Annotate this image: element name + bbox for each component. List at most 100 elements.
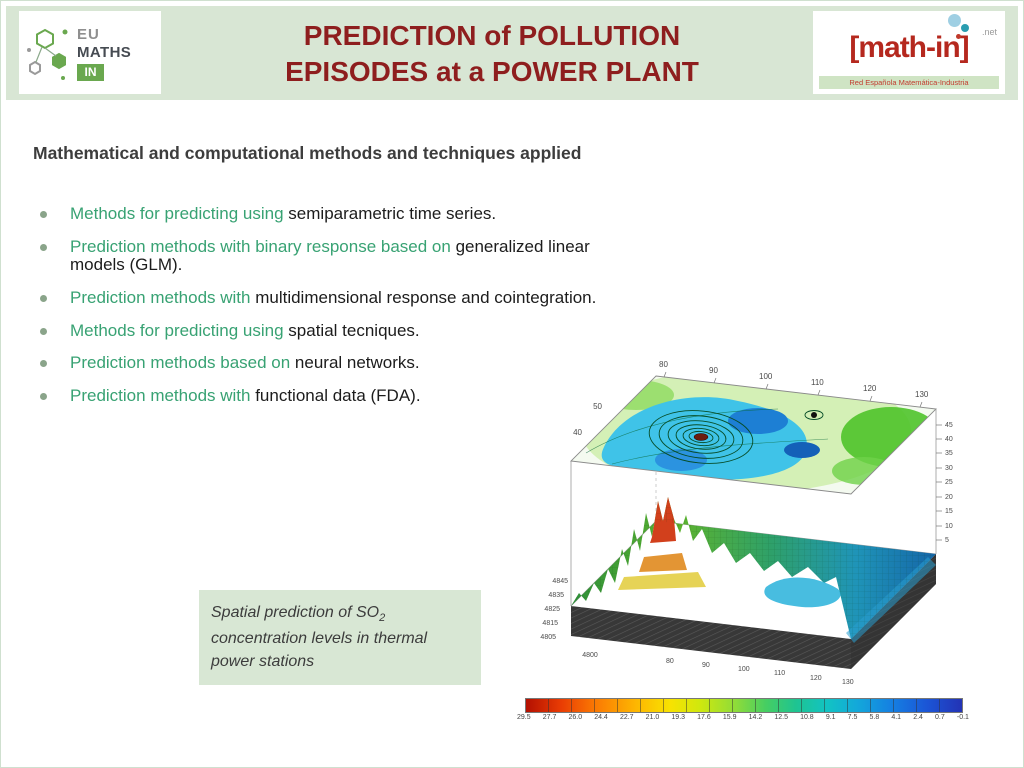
tick-label: 120 xyxy=(810,675,822,682)
tick-label: 40 xyxy=(573,428,582,437)
tick-label: 4825 xyxy=(544,606,560,613)
bullet-text-green: Prediction methods with binary response … xyxy=(70,236,456,256)
tick-label: 20 xyxy=(945,494,953,501)
bullet-icon xyxy=(40,211,47,218)
tick-label: 4835 xyxy=(548,592,564,599)
slide-title-line1: PREDICTION of POLLUTION xyxy=(303,20,681,51)
colorbar-tick: 22.7 xyxy=(619,714,634,721)
tick-label: 10 xyxy=(945,523,953,530)
bullet-text-black: spatial tecniques. xyxy=(288,320,420,340)
methods-list: Methods for predicting using semiparamet… xyxy=(37,204,612,420)
tick-label: 130 xyxy=(915,390,929,399)
header-banner: EU MATHS IN PREDICTION of POLLUTION EPIS… xyxy=(6,6,1018,100)
colorbar-tick: 4.1 xyxy=(891,714,902,721)
tick-label: 4845 xyxy=(552,578,568,585)
colorbar-tick: 29.5 xyxy=(517,714,531,721)
colorbar-tick: 9.1 xyxy=(825,714,836,721)
hexagon-network-icon xyxy=(27,28,68,80)
list-item: Prediction methods with binary response … xyxy=(37,236,612,275)
bullet-icon xyxy=(40,360,47,368)
colorbar-tick: 5.8 xyxy=(869,714,880,721)
so2-3d-plot: 80 90 100 110 120 130 50 40 45 40 35 30 … xyxy=(516,351,971,691)
colorbar-tick: 24.4 xyxy=(594,714,608,721)
colorbar-tick: -0.1 xyxy=(956,714,969,721)
colorbar-tick: 19.3 xyxy=(671,714,686,721)
bullet-text-green: Methods for predicting using xyxy=(70,320,289,340)
bullet-icon xyxy=(40,243,47,251)
logo-in-badge: IN xyxy=(77,63,104,81)
colorbar-tick: 7.5 xyxy=(847,714,858,721)
colorbar-tick: 14.2 xyxy=(748,714,763,721)
bullet-text-black: neural networks. xyxy=(294,353,420,373)
tick-label: 110 xyxy=(774,670,785,677)
bullet-icon xyxy=(40,295,47,303)
colorbar-tick: 0.7 xyxy=(935,714,945,721)
list-item: Methods for predicting using spatial tec… xyxy=(37,320,612,341)
tick-label: 5 xyxy=(945,537,949,544)
logo-maths-text: MATHS xyxy=(77,43,132,61)
caption-text: Spatial prediction of SO xyxy=(211,604,380,621)
bullet-text-black: generalized linear models (GLM). xyxy=(70,236,590,275)
section-heading: Mathematical and computational methods a… xyxy=(33,143,582,163)
logo-eu-text: EU xyxy=(77,26,100,44)
tick-label: 100 xyxy=(738,666,750,673)
slide-title: PREDICTION of POLLUTION EPISODES at a PO… xyxy=(196,18,788,91)
slide-title-line2: EPISODES at a POWER PLANT xyxy=(285,56,699,88)
colorbar-tick: 2.4 xyxy=(913,714,923,721)
colorbar-tick: 21.0 xyxy=(645,714,660,721)
eu-maths-in-wordmark: EU MATHS IN xyxy=(77,26,131,81)
caption-text: concentration levels in thermal power st… xyxy=(211,630,428,671)
tick-label: 35 xyxy=(945,450,953,457)
list-item: Methods for predicting using semiparamet… xyxy=(37,204,612,224)
bullet-icon xyxy=(40,327,47,335)
colorbar-tick: 26.0 xyxy=(568,714,583,721)
bullet-text-black: functional data (FDA). xyxy=(255,386,421,406)
math-in-dot-icon xyxy=(961,24,969,32)
colorbar-labels: 29.5 27.7 26.0 24.4 22.7 21.0 19.3 17.6 … xyxy=(517,714,969,721)
tick-label: 4815 xyxy=(542,620,558,627)
contour-plot xyxy=(570,375,937,495)
axis-ticks xyxy=(663,371,942,541)
colorbar-tick: 10.8 xyxy=(800,714,814,721)
math-in-subtitle: Red Española Matemática-Industria xyxy=(819,76,999,89)
tick-label: 80 xyxy=(659,360,668,369)
tick-label: 50 xyxy=(593,402,602,411)
math-in-dot-icon xyxy=(956,34,961,39)
bullet-text-green: Methods for predicting using xyxy=(70,204,289,223)
bullet-text-green: Prediction methods with xyxy=(70,288,256,308)
bullet-text-green: Prediction methods based on xyxy=(70,353,295,373)
plot-canvas: 80 90 100 110 120 130 50 40 45 40 35 30 … xyxy=(540,360,952,686)
tick-label: 30 xyxy=(945,465,953,472)
list-item: Prediction methods based on neural netwo… xyxy=(37,354,612,373)
eu-maths-in-logo: EU MATHS IN xyxy=(19,11,161,94)
tick-label: 15 xyxy=(945,508,953,515)
tick-label: 4800 xyxy=(582,652,598,659)
tick-label: 25 xyxy=(945,479,953,486)
tick-label: 90 xyxy=(709,366,718,375)
caption-subscript: 2 xyxy=(379,612,386,625)
bullet-text-black: multidimensional response and cointegrat… xyxy=(255,288,597,308)
math-in-net-suffix: .net xyxy=(981,27,997,37)
tick-label: 120 xyxy=(863,384,877,393)
surface-plot xyxy=(571,497,936,669)
math-in-dot-icon xyxy=(948,14,961,27)
figure-caption: Spatial prediction of SO2 concentration … xyxy=(199,590,481,685)
colorbar-tick: 15.9 xyxy=(722,714,737,721)
tick-label: 80 xyxy=(666,658,674,665)
colorbar-tick: 17.6 xyxy=(697,714,711,721)
tick-label: 90 xyxy=(702,662,710,669)
axis-labels: 80 90 100 110 120 130 50 40 45 40 35 30 … xyxy=(540,360,952,686)
bullet-text-black: semiparametric time series. xyxy=(288,204,497,223)
bullet-text-green: Prediction methods with xyxy=(70,386,256,406)
tick-label: 40 xyxy=(945,436,953,443)
list-item: Prediction methods with functional data … xyxy=(37,386,612,406)
tick-label: 4805 xyxy=(540,634,556,641)
colorbar-tick: 12.5 xyxy=(774,714,788,721)
colorbar-tick: 27.7 xyxy=(542,714,557,721)
math-in-logo: .net [math-in] Red Española Matemática-I… xyxy=(813,11,1005,94)
tick-label: 130 xyxy=(842,679,854,686)
math-in-wordmark: [math-in] xyxy=(849,31,969,64)
tick-label: 100 xyxy=(759,372,773,381)
bullet-icon xyxy=(40,393,47,401)
